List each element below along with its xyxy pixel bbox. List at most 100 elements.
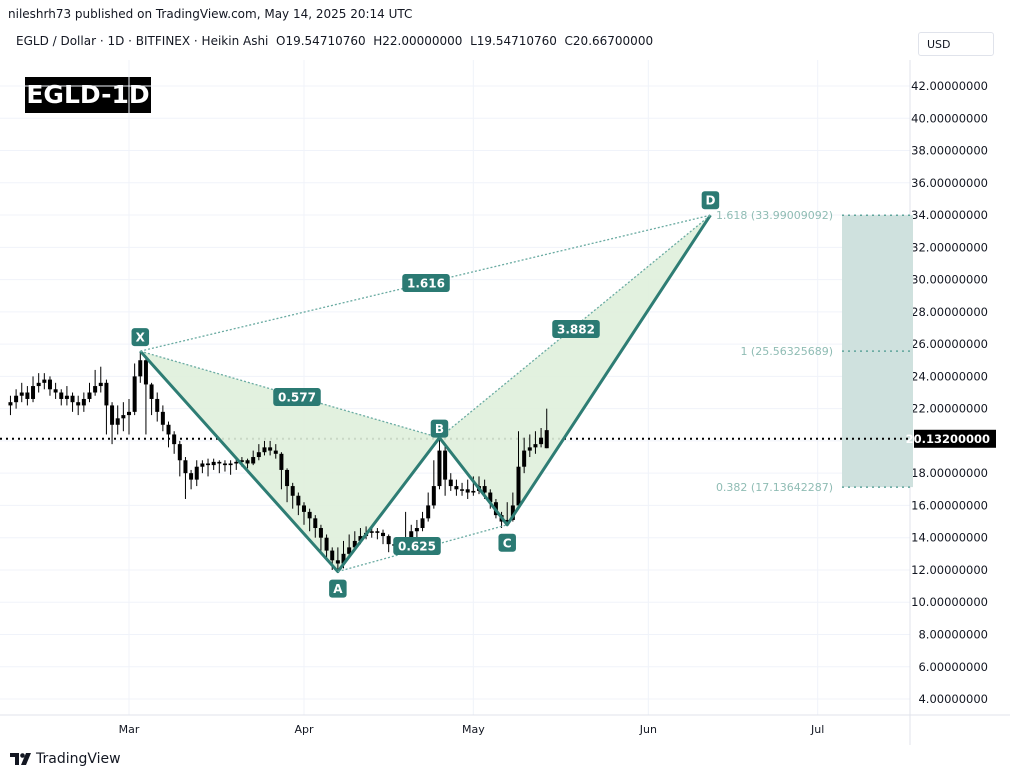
candle-body [420, 518, 425, 529]
tradingview-logo[interactable]: TradingView [10, 751, 121, 767]
ratio-label-bg [273, 388, 321, 406]
time-tick-label: May [462, 723, 485, 736]
candle-body [14, 395, 19, 403]
candle [115, 405, 120, 435]
pattern-point-label: B [435, 422, 444, 436]
currency-button[interactable]: USD [918, 32, 994, 56]
candle [544, 408, 549, 449]
candle-body [200, 463, 205, 467]
candle [166, 421, 171, 448]
candle-body [93, 386, 98, 393]
candle-body [256, 452, 261, 458]
candle [206, 458, 211, 477]
candle-body [217, 461, 222, 464]
candle-body [443, 450, 448, 480]
candle-body [245, 460, 250, 464]
price-chart[interactable]: 42.00000000 40.00000000 38.00000000 36.0000… [0, 0, 1010, 745]
candle [47, 376, 52, 396]
candle [149, 382, 154, 416]
candle-body [138, 360, 143, 377]
candle [155, 392, 160, 422]
candle-body [189, 473, 194, 480]
tradingview-logo-icon [10, 753, 31, 765]
candle [465, 479, 470, 499]
candle-body [307, 511, 312, 519]
candle [121, 402, 126, 432]
candle [14, 389, 19, 409]
candle-body [222, 463, 227, 466]
candle-body [454, 486, 459, 490]
candle-body [25, 392, 30, 399]
candle [539, 427, 544, 448]
candle-body [143, 360, 148, 385]
candle-body [516, 466, 521, 506]
price-tick-label: 36.00000000 [911, 176, 988, 190]
candle [76, 395, 81, 416]
price-tick-label: 12.00000000 [911, 563, 988, 577]
candle-body [381, 532, 386, 537]
price-tick-label: 22.00000000 [911, 402, 988, 416]
candle-body [414, 528, 419, 532]
candle-body [211, 461, 216, 466]
candle [251, 450, 256, 466]
pattern-point-label: A [333, 582, 343, 596]
candle [431, 460, 436, 509]
time-tick-label: Jul [810, 723, 824, 736]
symbol-legend: EGLD / Dollar · 1D · BITFINEX · Heikin A… [16, 34, 654, 48]
candle [533, 431, 538, 454]
symbol-badge: EGLD-1D [25, 77, 151, 113]
candle [228, 460, 233, 475]
time-tick-label: Mar [119, 723, 140, 736]
ratio-label: 3.882 [557, 323, 595, 337]
candle [460, 482, 465, 496]
candle-body [409, 531, 414, 538]
pattern-point-label-bg [131, 328, 150, 347]
price-tick-label: 14.00000000 [911, 531, 988, 545]
candle [313, 515, 318, 538]
candle [183, 457, 188, 499]
candle [285, 468, 290, 503]
candle-body [471, 490, 476, 493]
price-tick-label: 18.00000000 [911, 466, 988, 480]
candle-body [335, 560, 340, 564]
candle-body [36, 382, 41, 387]
candle [268, 440, 273, 456]
candle [31, 376, 36, 403]
candle [256, 444, 261, 461]
candle [110, 402, 115, 445]
candle-body [262, 447, 267, 453]
candle-body [183, 460, 188, 474]
last-price-badge [914, 429, 996, 448]
candle [222, 460, 227, 472]
candle-body [76, 402, 81, 406]
candle-body [177, 444, 182, 461]
candle-body [149, 384, 154, 399]
candle [262, 440, 267, 456]
candle [448, 473, 453, 491]
candle [290, 482, 295, 509]
candle-body [460, 489, 465, 491]
candle-body [172, 434, 177, 445]
candle [234, 458, 239, 470]
ratio-label: 1.616 [407, 277, 445, 291]
ratio-label-bg [402, 274, 450, 292]
candle-body [70, 395, 75, 403]
pattern-point-label-bg [498, 533, 516, 552]
price-tick-label: 4.00000000 [918, 692, 988, 706]
candle [522, 437, 527, 474]
ratio-label-bg [552, 320, 600, 338]
candle-body [544, 430, 549, 449]
candle-body [318, 528, 323, 538]
candle [386, 534, 391, 553]
candle-body [132, 376, 137, 412]
candle [318, 524, 323, 551]
candle-body [369, 531, 374, 533]
candle [36, 373, 41, 393]
candle-body [42, 379, 47, 383]
pattern-point-label: X [136, 331, 146, 345]
candle [437, 437, 442, 490]
ratio-line [337, 524, 508, 573]
candle-body [64, 395, 69, 399]
candle [454, 479, 459, 496]
candle [375, 528, 380, 540]
